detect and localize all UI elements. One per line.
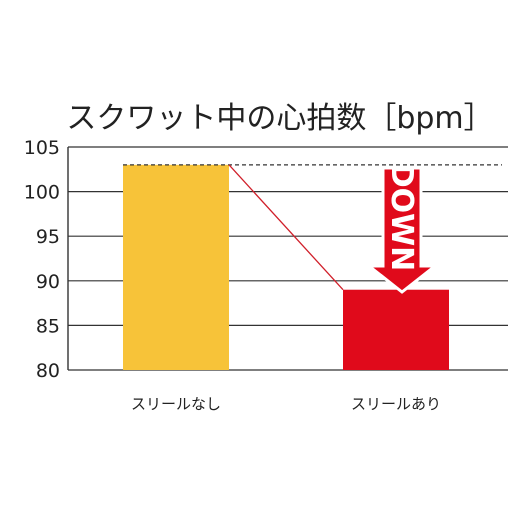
down-arrow-label: DOWN (384, 163, 419, 272)
category-labels: スリールなし スリールあり (131, 395, 441, 413)
bar-1 (123, 164, 229, 370)
annotations: DOWN (123, 163, 502, 294)
y-tick-label-105: 105 (24, 137, 60, 159)
y-tick-label-90: 90 (36, 271, 60, 293)
y-tick-label-100: 100 (24, 182, 60, 204)
bar-2 (343, 289, 449, 370)
category-label-1: スリールなし (131, 395, 221, 413)
category-label-2: スリールあり (351, 395, 441, 413)
connector-line (228, 164, 344, 291)
chart-title: スクワット中の心拍数［bpm］ (66, 101, 493, 136)
y-tick-label-80: 80 (36, 360, 60, 382)
down-arrow (364, 166, 440, 294)
bars (123, 164, 449, 370)
y-axis: 105 100 95 90 85 80 (24, 137, 69, 382)
y-tick-label-95: 95 (36, 226, 60, 248)
y-tick-label-85: 85 (36, 315, 60, 337)
